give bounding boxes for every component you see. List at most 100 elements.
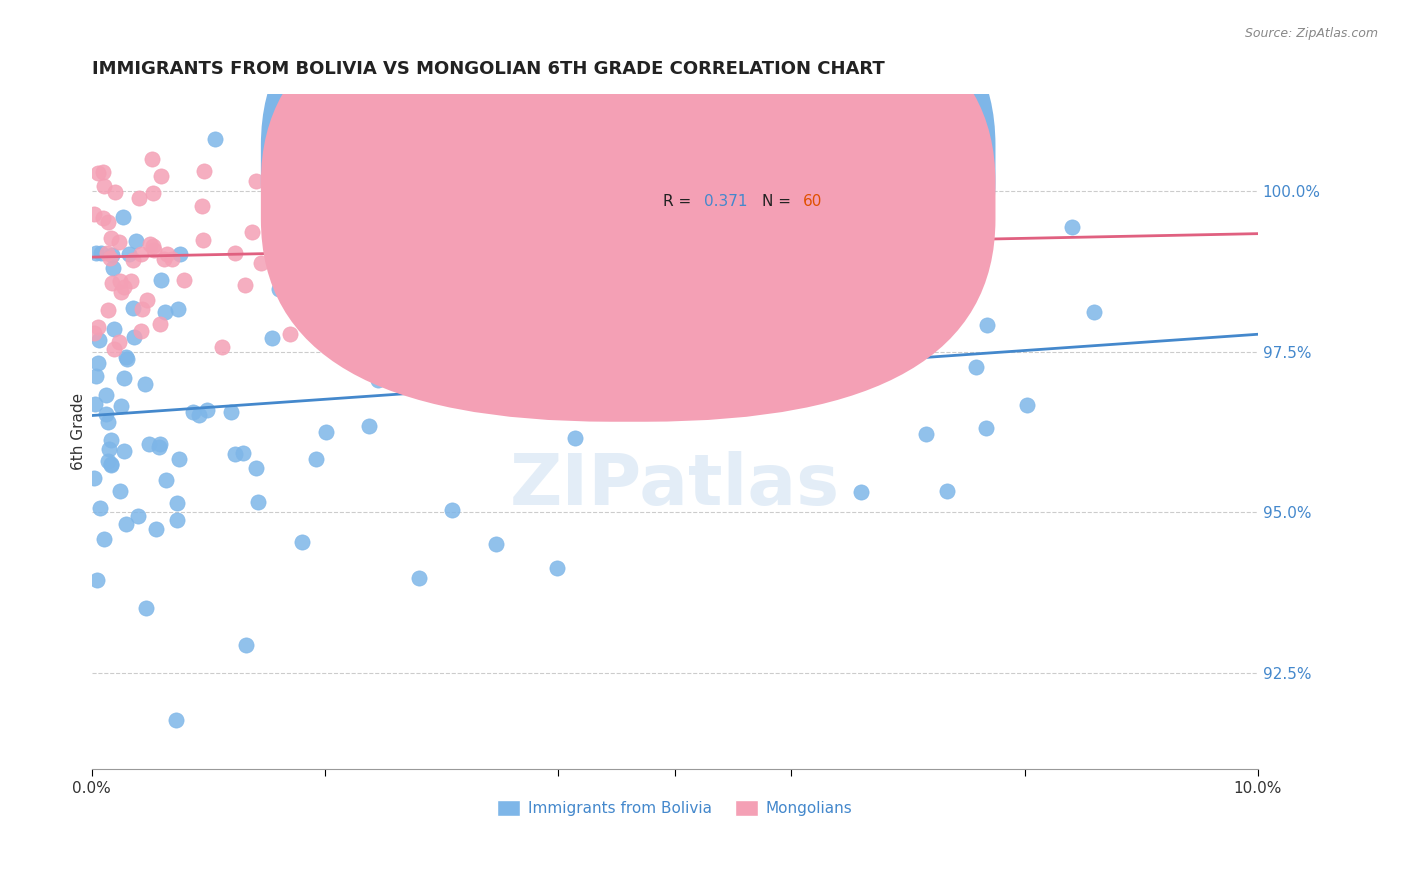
Point — [108, 274, 131, 288]
Point — [325, 336, 347, 351]
Point — [935, 483, 957, 498]
Text: ZIPatlas: ZIPatlas — [510, 451, 839, 520]
Point — [166, 301, 188, 316]
Point — [100, 231, 122, 245]
Point — [104, 185, 127, 199]
Point — [291, 242, 314, 256]
Point — [93, 179, 115, 194]
Point — [245, 174, 267, 188]
Point — [141, 152, 163, 166]
Point — [83, 207, 105, 221]
Point — [361, 360, 384, 375]
Point — [181, 405, 204, 419]
Text: R =: R = — [664, 194, 696, 209]
Point — [558, 256, 581, 270]
Point — [93, 533, 115, 547]
Point — [97, 214, 120, 228]
Point — [837, 132, 859, 146]
Point — [110, 399, 132, 413]
Point — [138, 436, 160, 450]
Text: 93: 93 — [803, 156, 823, 170]
Point — [84, 246, 107, 260]
Point — [103, 342, 125, 356]
Point — [204, 132, 226, 146]
Point — [160, 252, 183, 267]
Point — [101, 276, 124, 290]
Text: IMMIGRANTS FROM BOLIVIA VS MONGOLIAN 6TH GRADE CORRELATION CHART: IMMIGRANTS FROM BOLIVIA VS MONGOLIAN 6TH… — [91, 60, 884, 78]
Point — [240, 225, 263, 239]
Y-axis label: 6th Grade: 6th Grade — [72, 393, 86, 470]
Point — [124, 235, 146, 249]
Point — [127, 509, 149, 524]
Point — [101, 248, 124, 262]
Point — [457, 289, 479, 303]
Point — [101, 260, 124, 275]
Point — [87, 165, 110, 179]
Point — [135, 600, 157, 615]
Point — [278, 326, 301, 341]
Point — [115, 352, 138, 367]
Point — [567, 277, 589, 291]
Point — [166, 496, 188, 510]
Point — [100, 458, 122, 472]
Point — [91, 165, 114, 179]
Point — [524, 217, 547, 231]
Point — [974, 421, 997, 435]
Point — [149, 436, 172, 450]
Point — [142, 239, 165, 253]
Point — [247, 495, 270, 509]
Point — [965, 360, 987, 375]
Text: 0.145: 0.145 — [704, 156, 748, 170]
Point — [367, 374, 389, 388]
Point — [191, 199, 214, 213]
Point — [90, 246, 112, 260]
Point — [485, 537, 508, 551]
Legend: Immigrants from Bolivia, Mongolians: Immigrants from Bolivia, Mongolians — [491, 794, 858, 822]
Point — [86, 319, 108, 334]
Point — [915, 427, 938, 442]
Point — [546, 560, 568, 574]
Point — [122, 301, 145, 315]
Point — [921, 284, 943, 298]
Point — [129, 247, 152, 261]
Point — [342, 311, 364, 326]
Point — [117, 246, 139, 260]
Point — [150, 272, 173, 286]
Point — [134, 377, 156, 392]
Point — [153, 252, 176, 267]
Point — [96, 246, 118, 260]
FancyBboxPatch shape — [262, 0, 995, 384]
Point — [86, 573, 108, 587]
Point — [260, 331, 283, 345]
Point — [391, 152, 413, 166]
Point — [143, 243, 166, 257]
Point — [129, 324, 152, 338]
Point — [274, 281, 297, 295]
Point — [97, 415, 120, 429]
Point — [110, 285, 132, 300]
Point — [149, 317, 172, 331]
Point — [89, 501, 111, 516]
Point — [100, 457, 122, 471]
Point — [128, 191, 150, 205]
Point — [235, 277, 257, 292]
Point — [111, 211, 134, 225]
Point — [441, 503, 464, 517]
Point — [976, 318, 998, 332]
Point — [114, 516, 136, 531]
Point — [408, 571, 430, 585]
Point — [364, 339, 387, 353]
Text: 0.371: 0.371 — [704, 194, 748, 209]
Point — [155, 246, 177, 260]
Point — [165, 714, 187, 728]
Point — [235, 638, 257, 652]
Point — [211, 340, 233, 354]
Point — [120, 274, 142, 288]
Point — [155, 473, 177, 487]
Point — [291, 535, 314, 549]
Text: N =: N = — [762, 156, 796, 170]
Point — [332, 338, 354, 352]
Point — [142, 186, 165, 201]
Point — [107, 235, 129, 250]
Point — [112, 280, 135, 294]
